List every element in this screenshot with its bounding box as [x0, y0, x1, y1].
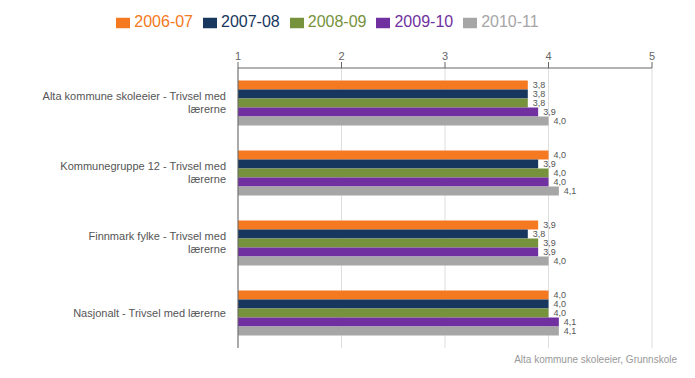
svg-text:4: 4	[545, 50, 551, 62]
svg-text:1: 1	[235, 50, 241, 62]
svg-text:2: 2	[338, 50, 344, 62]
svg-text:4,0: 4,0	[554, 116, 567, 126]
svg-text:4,0: 4,0	[553, 290, 566, 301]
svg-text:4,0: 4,0	[553, 168, 566, 179]
svg-text:Alta kommune skoleeier - Trivs: Alta kommune skoleeier - Trivsel medlære…	[43, 90, 226, 115]
svg-text:5: 5	[649, 50, 655, 62]
svg-text:3,9: 3,9	[543, 159, 556, 170]
svg-text:3: 3	[442, 50, 448, 62]
svg-text:4,0: 4,0	[554, 256, 567, 266]
html-text:2009-10: 2009-10	[394, 13, 454, 30]
svg-text:3,9: 3,9	[543, 238, 556, 249]
svg-text:4,0: 4,0	[553, 177, 566, 188]
svg-text:3,8: 3,8	[532, 80, 546, 91]
svg-text:3,9: 3,9	[543, 220, 556, 231]
svg-text:4,0: 4,0	[553, 150, 566, 161]
svg-text:3,8: 3,8	[532, 98, 546, 109]
svg-text:4,1: 4,1	[563, 317, 577, 328]
html-text:2007-08: 2007-08	[221, 13, 280, 30]
svg-text:Kommunegruppe 12 - Trivsel med: Kommunegruppe 12 - Trivsel medlærerne	[60, 160, 226, 185]
html-text:2010-11: 2010-11	[481, 13, 539, 30]
html-text:2008-09: 2008-09	[307, 13, 367, 30]
svg-text:3,8: 3,8	[532, 89, 546, 100]
svg-text:4,0: 4,0	[553, 308, 566, 319]
svg-text:4,1: 4,1	[564, 326, 577, 336]
html-text:2006-07: 2006-07	[134, 13, 193, 30]
svg-text:4,1: 4,1	[564, 186, 577, 196]
svg-text:3,9: 3,9	[543, 247, 556, 258]
svg-text:Nasjonalt - Trivsel med lærern: Nasjonalt - Trivsel med lærerne	[73, 307, 226, 319]
svg-text:3,9: 3,9	[543, 107, 556, 118]
svg-text:4,0: 4,0	[553, 299, 566, 310]
html-text:Alta kommune skoleeier, Grunns: Alta kommune skoleeier, Grunnskole	[514, 354, 677, 365]
svg-text:Finnmark fylke - Trivsel medlæ: Finnmark fylke - Trivsel medlærerne	[88, 230, 226, 255]
svg-text:3,8: 3,8	[532, 229, 546, 240]
